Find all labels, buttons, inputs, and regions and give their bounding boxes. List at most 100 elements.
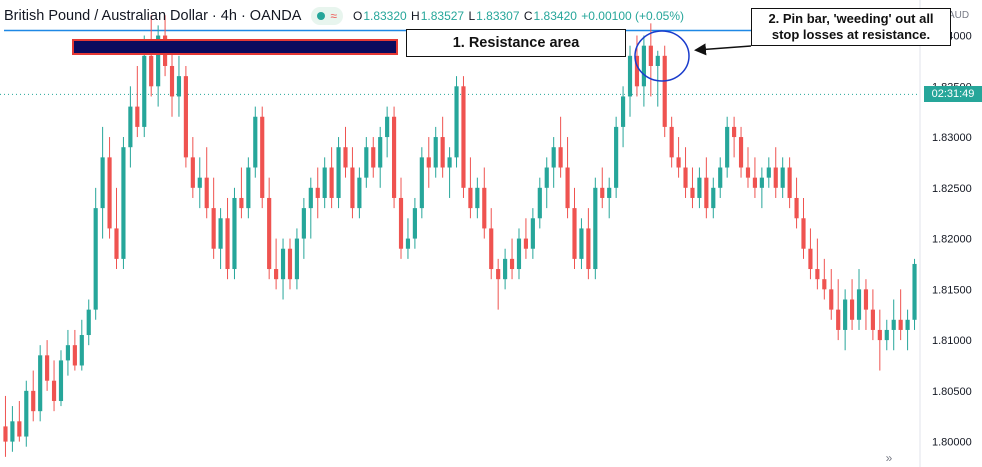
candle-up[interactable]	[142, 55, 147, 127]
candle-down[interactable]	[135, 106, 140, 127]
candle-up[interactable]	[614, 126, 619, 188]
candle-up[interactable]	[336, 147, 341, 198]
candle-up[interactable]	[766, 167, 771, 178]
candle-down[interactable]	[523, 238, 529, 249]
candle-up[interactable]	[10, 421, 15, 442]
candle-up[interactable]	[579, 228, 584, 259]
candle-down[interactable]	[440, 137, 445, 168]
candle-down[interactable]	[398, 197, 404, 249]
symbol-title[interactable]: British Pound / Australian Dollar · 4h ·…	[4, 8, 302, 24]
candle-up[interactable]	[725, 126, 730, 168]
candle-down[interactable]	[468, 187, 473, 209]
candle-down[interactable]	[31, 390, 36, 412]
candle-down[interactable]	[107, 157, 112, 229]
candle-up[interactable]	[551, 147, 556, 168]
candle-up[interactable]	[385, 116, 390, 138]
price-axis[interactable]: 1.80000 1.80500 1.81000 1.81500 1.82000 1.825…	[932, 10, 972, 449]
candle-up[interactable]	[246, 167, 251, 209]
candle-down[interactable]	[600, 187, 605, 198]
candle-down[interactable]	[45, 355, 50, 381]
candle-down[interactable]	[274, 269, 279, 280]
candle-up[interactable]	[357, 177, 362, 209]
candle-down[interactable]	[794, 197, 799, 219]
candle-up[interactable]	[38, 355, 43, 412]
candle-up[interactable]	[544, 167, 549, 188]
candle-down[interactable]	[315, 187, 320, 198]
candle-up[interactable]	[308, 187, 313, 209]
candle-up[interactable]	[780, 167, 785, 188]
candle-up[interactable]	[280, 248, 286, 280]
candle-down[interactable]	[211, 208, 216, 249]
candle-down[interactable]	[461, 86, 466, 188]
candle-up[interactable]	[641, 45, 646, 87]
candle-up[interactable]	[65, 345, 71, 361]
candle-down[interactable]	[329, 167, 334, 198]
double-chevron-right-icon[interactable]: »	[885, 451, 893, 465]
candle-up[interactable]	[58, 360, 64, 402]
candle-down[interactable]	[870, 309, 875, 330]
candle-down[interactable]	[509, 258, 515, 270]
candle-down[interactable]	[190, 157, 195, 188]
candle-down[interactable]	[267, 197, 272, 270]
candle-up[interactable]	[759, 177, 764, 188]
candle-up[interactable]	[516, 238, 522, 270]
candle-up[interactable]	[884, 329, 889, 341]
candle-down[interactable]	[745, 167, 751, 178]
candle-up[interactable]	[620, 96, 626, 127]
candle-up[interactable]	[405, 238, 411, 249]
candle-down[interactable]	[773, 167, 778, 188]
candle-down[interactable]	[204, 177, 209, 209]
candle-down[interactable]	[149, 55, 154, 87]
candle-down[interactable]	[183, 76, 188, 158]
candle-down[interactable]	[801, 218, 806, 249]
candle-up[interactable]	[607, 187, 612, 198]
candle-down[interactable]	[815, 269, 820, 280]
candle-up[interactable]	[197, 177, 202, 188]
candle-down[interactable]	[787, 167, 792, 198]
candle-up[interactable]	[412, 208, 417, 239]
candle-up[interactable]	[24, 390, 29, 437]
candle-up[interactable]	[655, 55, 660, 66]
candle-up[interactable]	[891, 319, 896, 330]
candle-up[interactable]	[905, 319, 910, 330]
candle-up[interactable]	[475, 187, 480, 209]
candle-down[interactable]	[586, 228, 591, 270]
candle-up[interactable]	[93, 208, 98, 310]
candle-up[interactable]	[156, 35, 161, 87]
candle-up[interactable]	[447, 157, 452, 168]
candle-down[interactable]	[482, 187, 487, 229]
candle-up[interactable]	[253, 116, 258, 168]
candle-down[interactable]	[239, 197, 244, 209]
candle-up[interactable]	[100, 157, 105, 209]
candle-down[interactable]	[877, 329, 882, 341]
candle-up[interactable]	[378, 137, 383, 168]
candle-down[interactable]	[426, 157, 431, 168]
candle-up[interactable]	[530, 218, 535, 249]
candle-up[interactable]	[128, 106, 133, 148]
candle-up[interactable]	[454, 86, 459, 158]
candle-down[interactable]	[3, 426, 8, 442]
candle-down[interactable]	[260, 116, 265, 198]
candle-down[interactable]	[732, 126, 737, 138]
candle-up[interactable]	[322, 167, 327, 198]
candle-down[interactable]	[690, 187, 695, 198]
candle-up[interactable]	[843, 299, 848, 330]
candle-down[interactable]	[558, 147, 563, 168]
candle-down[interactable]	[287, 248, 293, 280]
candle-up[interactable]	[419, 157, 424, 209]
candle-down[interactable]	[829, 289, 834, 310]
candle-down[interactable]	[496, 269, 501, 280]
candle-up[interactable]	[912, 263, 917, 320]
candle-down[interactable]	[704, 177, 709, 209]
candle-down[interactable]	[836, 309, 841, 330]
candle-up[interactable]	[294, 238, 300, 280]
candle-down[interactable]	[565, 167, 570, 209]
candle-down[interactable]	[225, 218, 230, 270]
candle-down[interactable]	[51, 380, 57, 402]
candle-down[interactable]	[72, 345, 77, 366]
candle-up[interactable]	[364, 147, 369, 178]
candle-down[interactable]	[808, 248, 813, 270]
candle-up[interactable]	[537, 187, 542, 219]
candle-up[interactable]	[86, 309, 91, 336]
